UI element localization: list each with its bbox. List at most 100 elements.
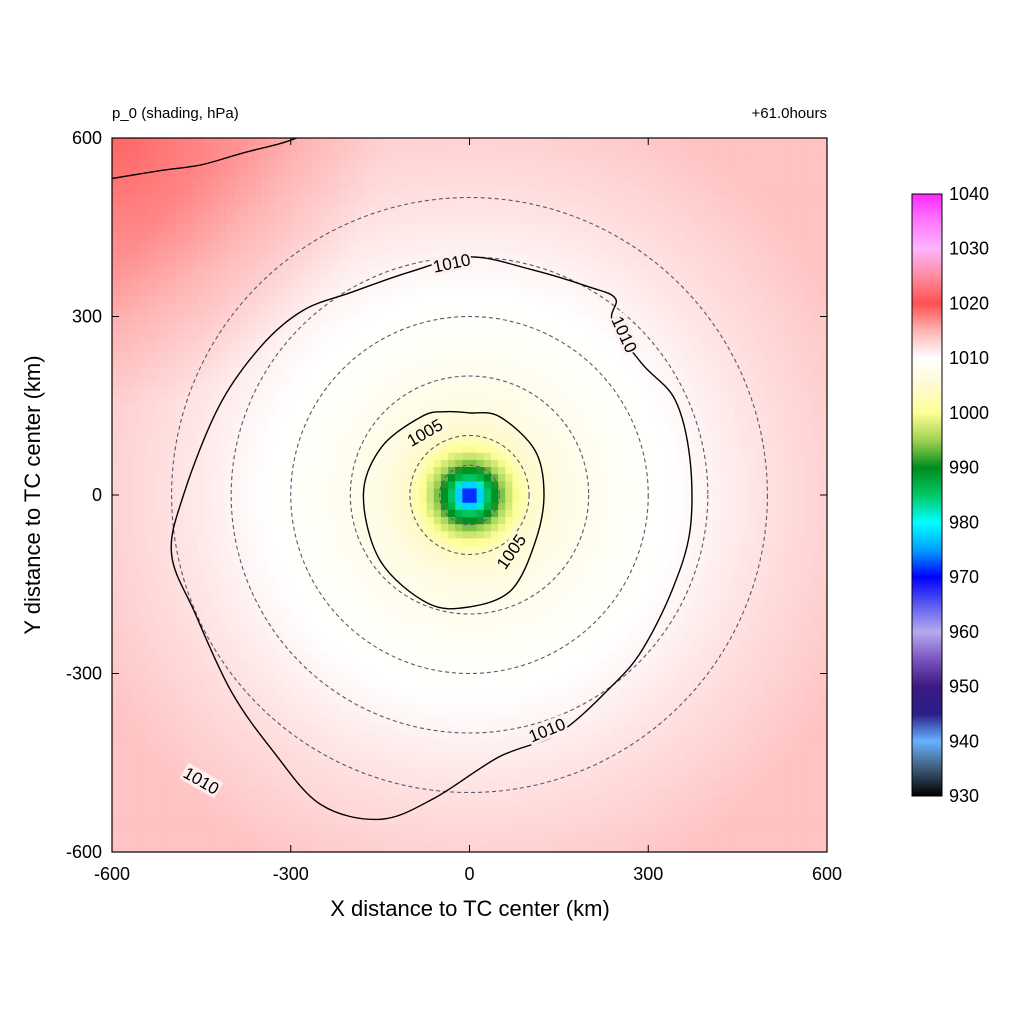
heatmap-cell xyxy=(197,216,206,225)
heatmap-cell xyxy=(376,402,385,410)
heatmap-cell xyxy=(312,587,320,596)
heatmap-cell xyxy=(247,816,256,825)
heatmap-cell xyxy=(383,702,392,710)
heatmap-cell xyxy=(262,380,270,389)
heatmap-cell xyxy=(276,752,285,760)
heatmap-cell xyxy=(433,602,442,610)
heatmap-cell xyxy=(297,602,306,610)
heatmap-cell xyxy=(333,230,342,239)
heatmap-cell xyxy=(319,559,328,567)
heatmap-cell xyxy=(183,202,192,210)
heatmap-cell xyxy=(340,380,349,389)
heatmap-cell xyxy=(448,823,456,832)
heatmap-cell xyxy=(197,702,206,710)
heatmap-cell xyxy=(162,459,170,468)
heatmap-cell xyxy=(247,544,256,553)
heatmap-cell xyxy=(183,609,192,617)
heatmap-cell xyxy=(362,559,370,567)
heatmap-cell xyxy=(290,587,299,596)
heatmap-cell xyxy=(419,502,428,510)
heatmap-cell xyxy=(140,387,149,396)
heatmap-cell xyxy=(154,380,163,389)
heatmap-cell xyxy=(376,323,385,332)
heatmap-cell xyxy=(140,145,149,153)
heatmap-cell xyxy=(162,252,170,260)
heatmap-cell xyxy=(169,702,177,710)
heatmap-cell xyxy=(419,516,428,525)
heatmap-cell xyxy=(126,273,135,282)
heatmap-cell xyxy=(247,609,256,617)
heatmap-cell xyxy=(233,609,242,617)
heatmap-cell xyxy=(147,287,156,296)
heatmap-cell xyxy=(255,195,263,203)
heatmap-cell xyxy=(390,387,399,396)
heatmap-cell xyxy=(347,523,356,532)
heatmap-cell xyxy=(169,673,177,682)
heatmap-cell xyxy=(340,173,349,182)
heatmap-cell xyxy=(240,466,249,475)
heatmap-cell xyxy=(190,580,199,589)
heatmap-cell xyxy=(212,830,220,839)
heatmap-cell xyxy=(240,145,249,153)
heatmap-cell xyxy=(283,609,292,617)
heatmap-cell xyxy=(290,352,299,360)
heatmap-cell xyxy=(262,730,270,739)
heatmap-cell xyxy=(383,680,392,689)
heatmap-cell xyxy=(455,395,463,403)
heatmap-cell xyxy=(255,694,263,703)
heatmap-cell xyxy=(276,809,285,817)
heatmap-cell xyxy=(126,259,135,268)
heatmap-cell xyxy=(412,794,421,803)
heatmap-cell xyxy=(197,716,206,725)
heatmap-cell xyxy=(319,180,328,189)
heatmap-cell xyxy=(176,445,185,453)
heatmap-cell xyxy=(126,223,135,232)
heatmap-cell xyxy=(169,830,177,839)
heatmap-cell xyxy=(290,330,299,339)
heatmap-cell xyxy=(398,609,406,617)
heatmap-cell xyxy=(383,230,392,239)
heatmap-cell xyxy=(319,345,328,353)
heatmap-cell xyxy=(197,152,206,161)
heatmap-cell xyxy=(390,380,399,389)
heatmap-cell xyxy=(419,173,428,182)
heatmap-cell xyxy=(119,180,127,189)
heatmap-cell xyxy=(433,138,442,146)
heatmap-cell xyxy=(462,380,471,389)
heatmap-cell xyxy=(297,787,306,796)
heatmap-cell xyxy=(362,580,370,589)
heatmap-cell xyxy=(154,730,163,739)
heatmap-cell xyxy=(140,723,149,732)
heatmap-cell xyxy=(312,730,320,739)
heatmap-cell xyxy=(355,195,363,203)
heatmap-cell xyxy=(290,816,299,825)
heatmap-cell xyxy=(383,730,392,739)
heatmap-cell xyxy=(369,830,378,839)
heatmap-cell xyxy=(140,816,149,825)
heatmap-cell xyxy=(226,323,235,332)
heatmap-cell xyxy=(297,509,306,518)
heatmap-cell xyxy=(340,223,349,232)
heatmap-cell xyxy=(390,802,399,810)
heatmap-cell xyxy=(455,837,463,846)
heatmap-cell xyxy=(183,330,192,339)
heatmap-cell xyxy=(362,159,370,168)
heatmap-cell xyxy=(226,259,235,268)
heatmap-cell xyxy=(340,602,349,610)
heatmap-cell xyxy=(247,637,256,646)
heatmap-cell xyxy=(283,659,292,667)
heatmap-cell xyxy=(119,159,127,168)
heatmap-cell xyxy=(362,694,370,703)
heatmap-cell xyxy=(340,252,349,260)
heatmap-cell xyxy=(162,452,170,460)
heatmap-cell xyxy=(383,237,392,246)
heatmap-cell xyxy=(340,837,349,846)
heatmap-cell xyxy=(147,537,156,546)
heatmap-cell xyxy=(312,445,320,453)
heatmap-cell xyxy=(455,202,463,210)
heatmap-cell xyxy=(297,752,306,760)
heatmap-cell xyxy=(262,552,270,560)
heatmap-cell xyxy=(133,537,142,546)
heatmap-cell xyxy=(126,802,135,810)
heatmap-cell xyxy=(126,602,135,610)
